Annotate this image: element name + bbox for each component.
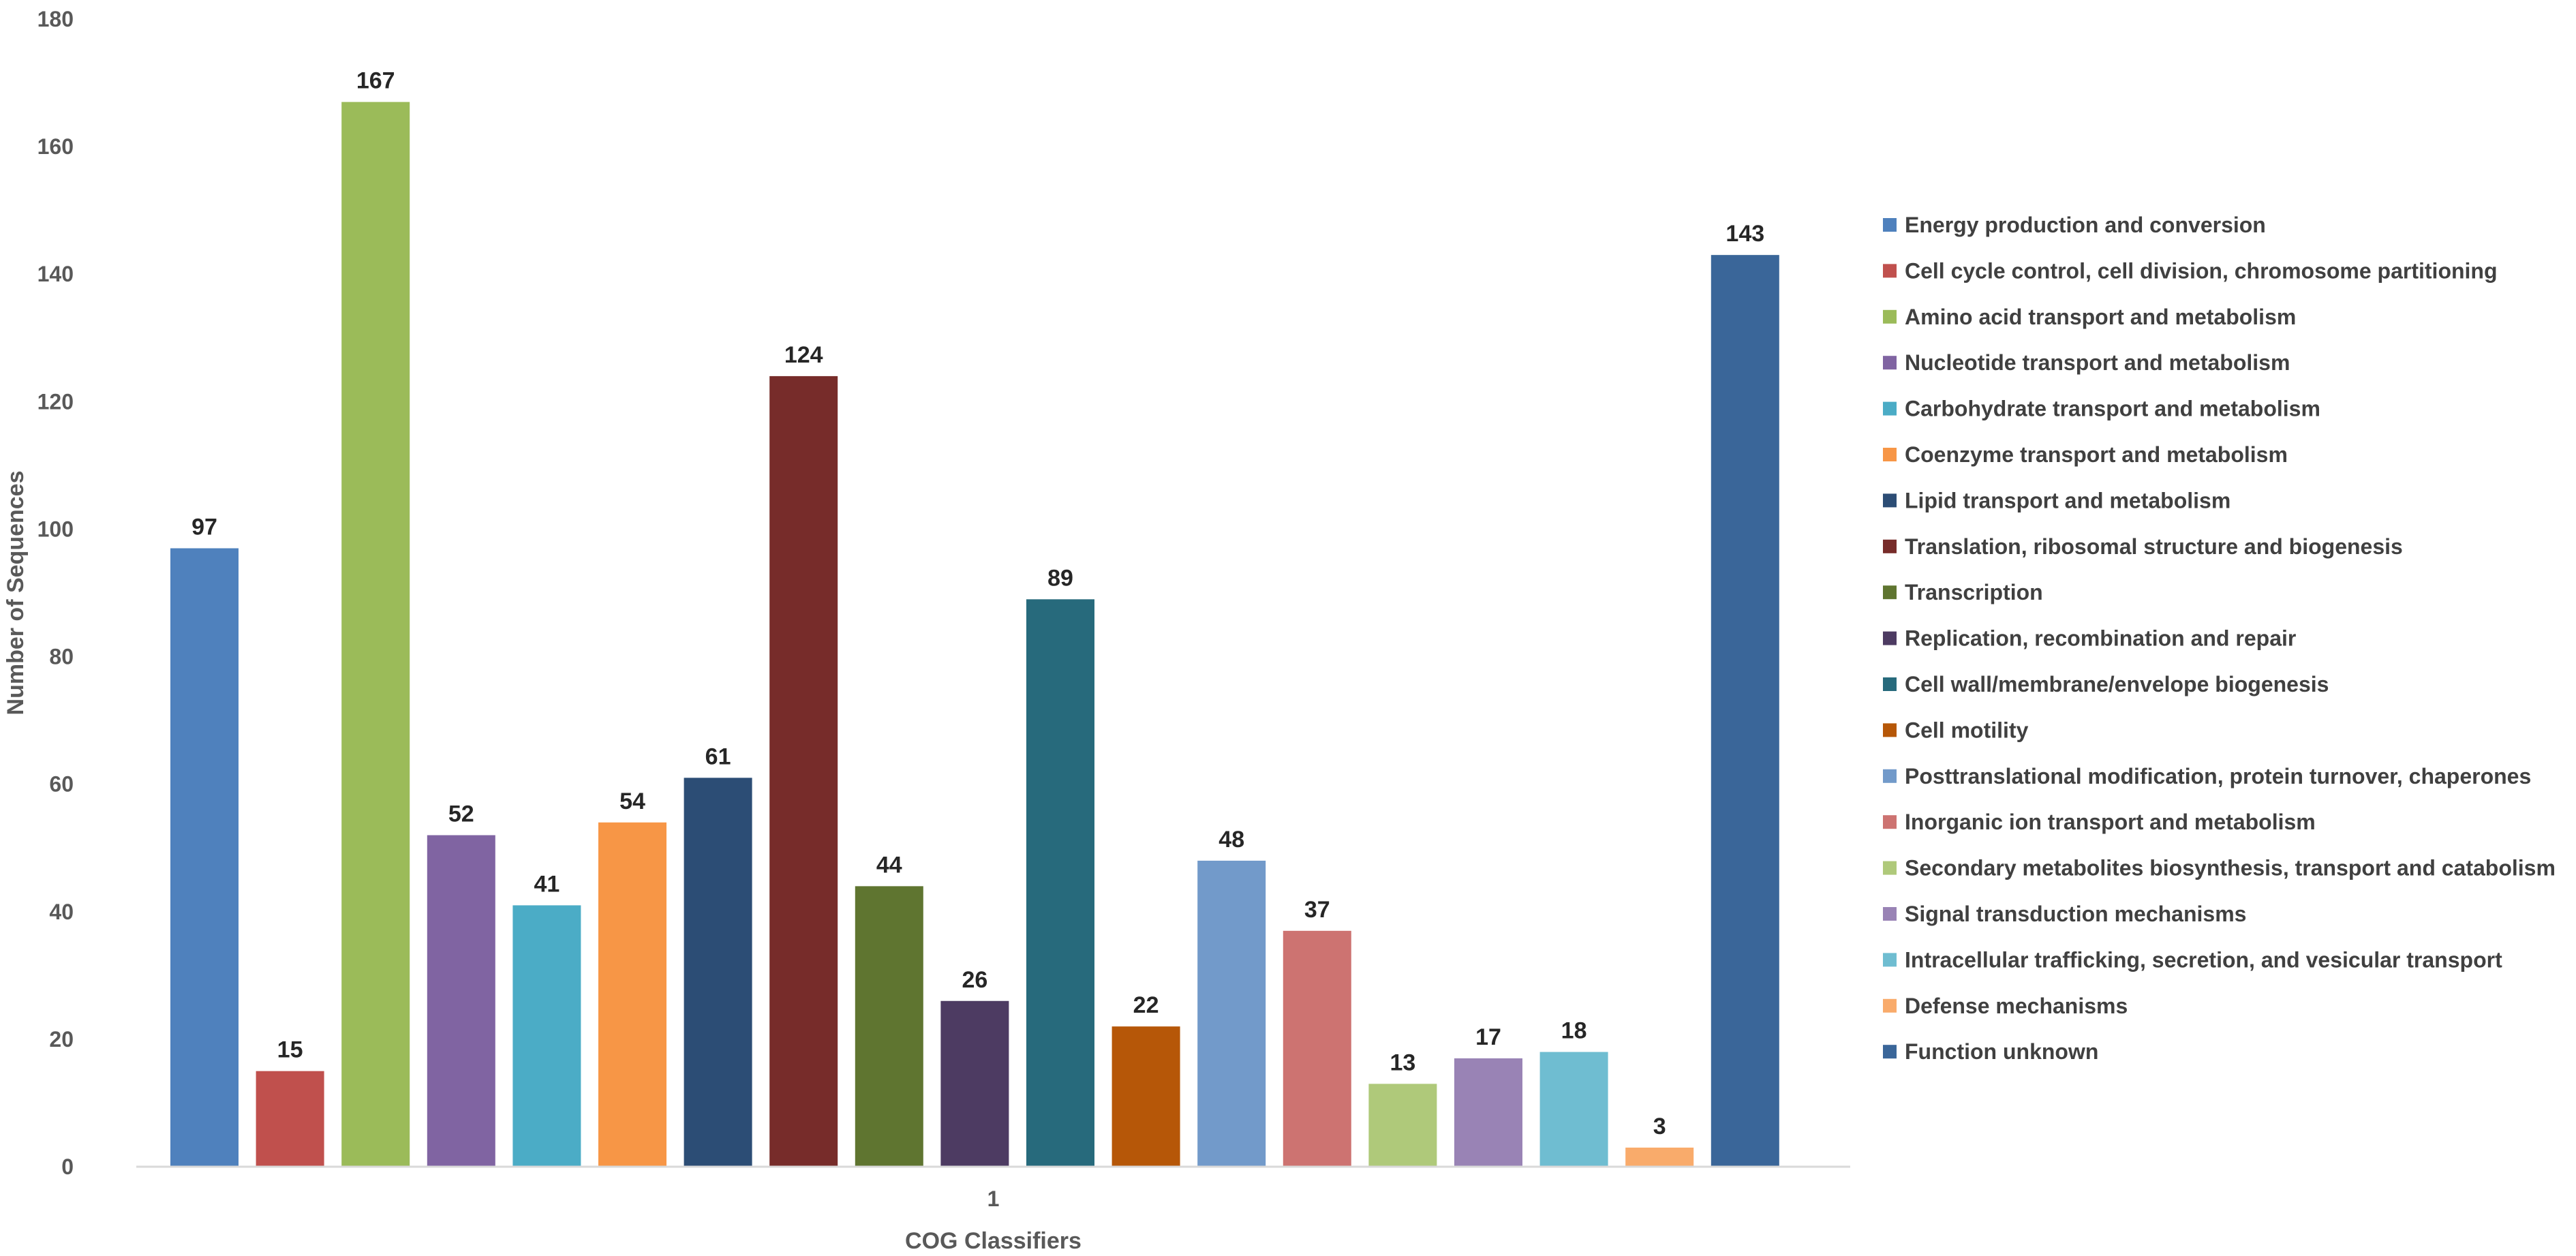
y-axis-ticks: 0 20 40 60 80 100 120 140 160 180: [37, 7, 74, 1179]
bar: [1111, 1026, 1180, 1167]
legend-swatch: [1883, 539, 1897, 553]
data-label: 13: [1390, 1050, 1415, 1075]
y-tick-label: 60: [49, 772, 74, 797]
legend-label: Amino acid transport and metabolism: [1905, 305, 2296, 329]
data-label: 52: [448, 801, 474, 827]
legend-label: Function unknown: [1905, 1039, 2098, 1064]
bar: [598, 822, 666, 1167]
legend-label: Cell wall/membrane/envelope biogenesis: [1905, 672, 2329, 696]
bar: [1625, 1147, 1694, 1167]
legend-swatch: [1883, 264, 1897, 278]
bar: [1711, 255, 1779, 1167]
y-tick-label: 120: [37, 389, 74, 414]
legend-swatch: [1883, 723, 1897, 737]
legend-label: Intracellular trafficking, secretion, an…: [1905, 947, 2502, 972]
bar: [1454, 1058, 1522, 1167]
legend: Energy production and conversion Cell cyc…: [1883, 213, 2556, 1064]
y-tick-label: 180: [37, 7, 74, 31]
data-label: 48: [1218, 827, 1244, 853]
legend-swatch: [1883, 861, 1897, 875]
legend-swatch: [1883, 907, 1897, 921]
data-label: 26: [962, 967, 987, 993]
data-label: 97: [191, 515, 217, 540]
legend-swatch: [1883, 356, 1897, 370]
bar: [1539, 1052, 1608, 1167]
y-tick-label: 20: [49, 1027, 74, 1052]
data-label: 18: [1561, 1018, 1587, 1044]
legend-label: Nucleotide transport and metabolism: [1905, 350, 2290, 375]
data-label: 124: [784, 342, 823, 368]
bar: [855, 886, 923, 1167]
x-category-label: 1: [987, 1186, 1000, 1211]
legend-swatch: [1883, 493, 1897, 508]
legend-swatch: [1883, 815, 1897, 829]
y-axis-title: Number of Sequences: [3, 471, 29, 716]
legend-label: Replication, recombination and repair: [1905, 626, 2296, 651]
legend-swatch: [1883, 769, 1897, 783]
data-label: 44: [876, 852, 902, 878]
legend-swatch: [1883, 309, 1897, 324]
legend-label: Posttranslational modification, protein …: [1905, 764, 2531, 788]
x-axis-title: COG Classifiers: [905, 1228, 1082, 1254]
legend-swatch: [1883, 1045, 1897, 1059]
legend-label: Cell cycle control, cell division, chrom…: [1905, 258, 2498, 283]
legend-label: Lipid transport and metabolism: [1905, 488, 2230, 512]
data-label: 54: [619, 788, 645, 814]
bar: [256, 1071, 324, 1167]
legend-swatch: [1883, 631, 1897, 645]
bar: [769, 376, 838, 1167]
legend-swatch: [1883, 401, 1897, 416]
legend-swatch: [1883, 953, 1897, 967]
legend-label: Translation, ribosomal structure and bio…: [1905, 534, 2403, 559]
y-tick-label: 160: [37, 134, 74, 159]
bar: [1283, 930, 1351, 1167]
data-labels: 97 15 167 52 41 54 61 124 44 26 89 22 48 37 13 17 18 3 143: [191, 68, 1764, 1139]
bar: [1197, 860, 1266, 1167]
data-label: 89: [1047, 565, 1073, 591]
bar: [512, 905, 581, 1167]
legend-swatch: [1883, 677, 1897, 691]
y-tick-label: 40: [49, 900, 74, 924]
y-tick-label: 80: [49, 645, 74, 669]
legend-label: Carbohydrate transport and metabolism: [1905, 397, 2320, 421]
legend-label: Cell motility: [1905, 718, 2029, 742]
data-label: 3: [1653, 1114, 1666, 1139]
y-tick-label: 0: [61, 1154, 74, 1179]
legend-label: Energy production and conversion: [1905, 213, 2266, 237]
legend-label: Defense mechanisms: [1905, 994, 2128, 1018]
legend-label: Inorganic ion transport and metabolism: [1905, 810, 2316, 834]
legend-swatch: [1883, 218, 1897, 232]
bar: [170, 548, 239, 1167]
data-label: 15: [277, 1037, 303, 1063]
legend-swatch: [1883, 448, 1897, 461]
legend-swatch: [1883, 998, 1897, 1013]
bar: [341, 102, 410, 1167]
legend-label: Transcription: [1905, 580, 2043, 604]
bars: [170, 102, 1779, 1167]
y-tick-label: 140: [37, 262, 74, 286]
data-label: 167: [356, 68, 395, 94]
data-label: 41: [534, 871, 559, 897]
data-label: 17: [1475, 1024, 1501, 1050]
legend-swatch: [1883, 585, 1897, 600]
legend-label: Secondary metabolites biosynthesis, tran…: [1905, 856, 2556, 880]
bar: [427, 835, 495, 1167]
data-label: 22: [1133, 992, 1159, 1018]
bar: [940, 1000, 1009, 1167]
y-tick-label: 100: [37, 517, 74, 541]
bar: [1368, 1084, 1437, 1167]
legend-label: Signal transduction mechanisms: [1905, 902, 2246, 926]
data-label: 143: [1726, 221, 1764, 247]
bar: [684, 778, 752, 1167]
bar: [1026, 599, 1094, 1167]
data-label: 37: [1304, 897, 1330, 923]
legend-label: Coenzyme transport and metabolism: [1905, 442, 2288, 467]
data-label: 61: [705, 744, 731, 769]
